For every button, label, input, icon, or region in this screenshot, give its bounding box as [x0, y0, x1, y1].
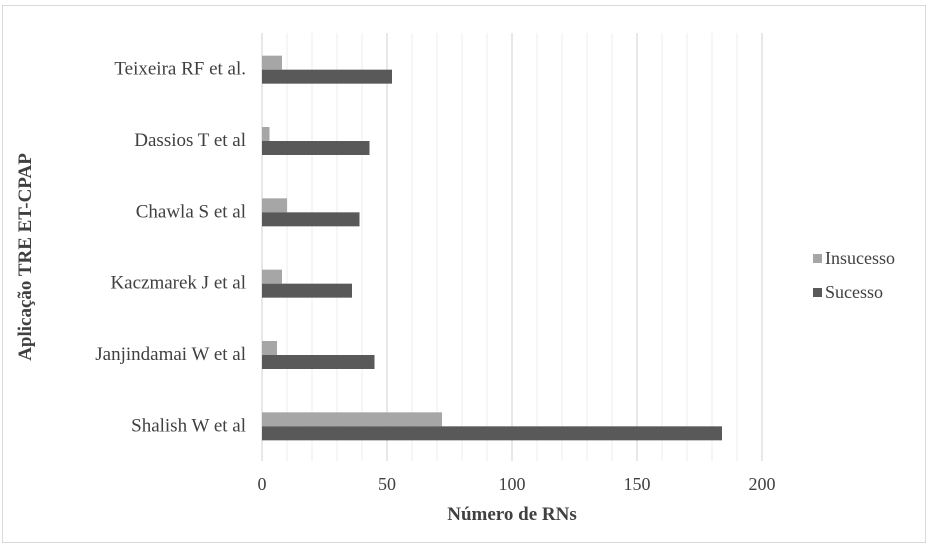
- sucesso-bar: [262, 141, 370, 155]
- y-axis-title: Aplicação TRE ET-CPAP: [15, 153, 36, 361]
- x-tick-labels: 0 50 100 150 200: [258, 474, 776, 494]
- insucesso-bar: [262, 198, 287, 213]
- x-tick-label: 200: [749, 474, 776, 494]
- insucesso-bar: [262, 341, 277, 355]
- category-label: Kaczmarek J et al: [110, 273, 246, 294]
- bars: [262, 55, 722, 441]
- category-label: Chawla S et al: [136, 201, 246, 222]
- gridlines: [261, 33, 763, 461]
- chart-frame: Teixeira RF et al. Dassios T et al Chawla …: [2, 5, 926, 543]
- category-label: Teixeira RF et al.: [114, 59, 246, 80]
- category-label: Dassios T et al: [134, 130, 246, 151]
- x-tick-label: 100: [499, 474, 526, 494]
- insucesso-legend-swatch: [813, 254, 822, 263]
- x-tick-label: 150: [624, 474, 651, 494]
- sucesso-bar: [262, 355, 375, 369]
- insucesso-legend-label: Insucesso: [825, 248, 895, 268]
- insucesso-bar: [262, 412, 442, 427]
- bar-chart: Teixeira RF et al. Dassios T et al Chawla …: [15, 33, 895, 525]
- x-axis-title: Número de RNs: [447, 504, 576, 525]
- x-tick-label: 0: [258, 474, 267, 494]
- legend: Insucesso Sucesso: [813, 248, 895, 302]
- sucesso-bar: [262, 212, 360, 227]
- insucesso-bar: [262, 269, 282, 284]
- x-tick-label: 50: [378, 474, 396, 494]
- sucesso-bar: [262, 69, 392, 84]
- insucesso-bar: [262, 127, 270, 141]
- category-label: Janjindamai W et al: [95, 344, 246, 365]
- sucesso-legend-label: Sucesso: [825, 282, 883, 302]
- sucesso-legend-swatch: [813, 288, 822, 297]
- category-label: Shalish W et al: [131, 415, 246, 436]
- sucesso-bar: [262, 426, 722, 441]
- sucesso-bar: [262, 283, 352, 298]
- insucesso-bar: [262, 55, 282, 70]
- category-labels: Teixeira RF et al. Dassios T et al Chawla …: [95, 59, 246, 437]
